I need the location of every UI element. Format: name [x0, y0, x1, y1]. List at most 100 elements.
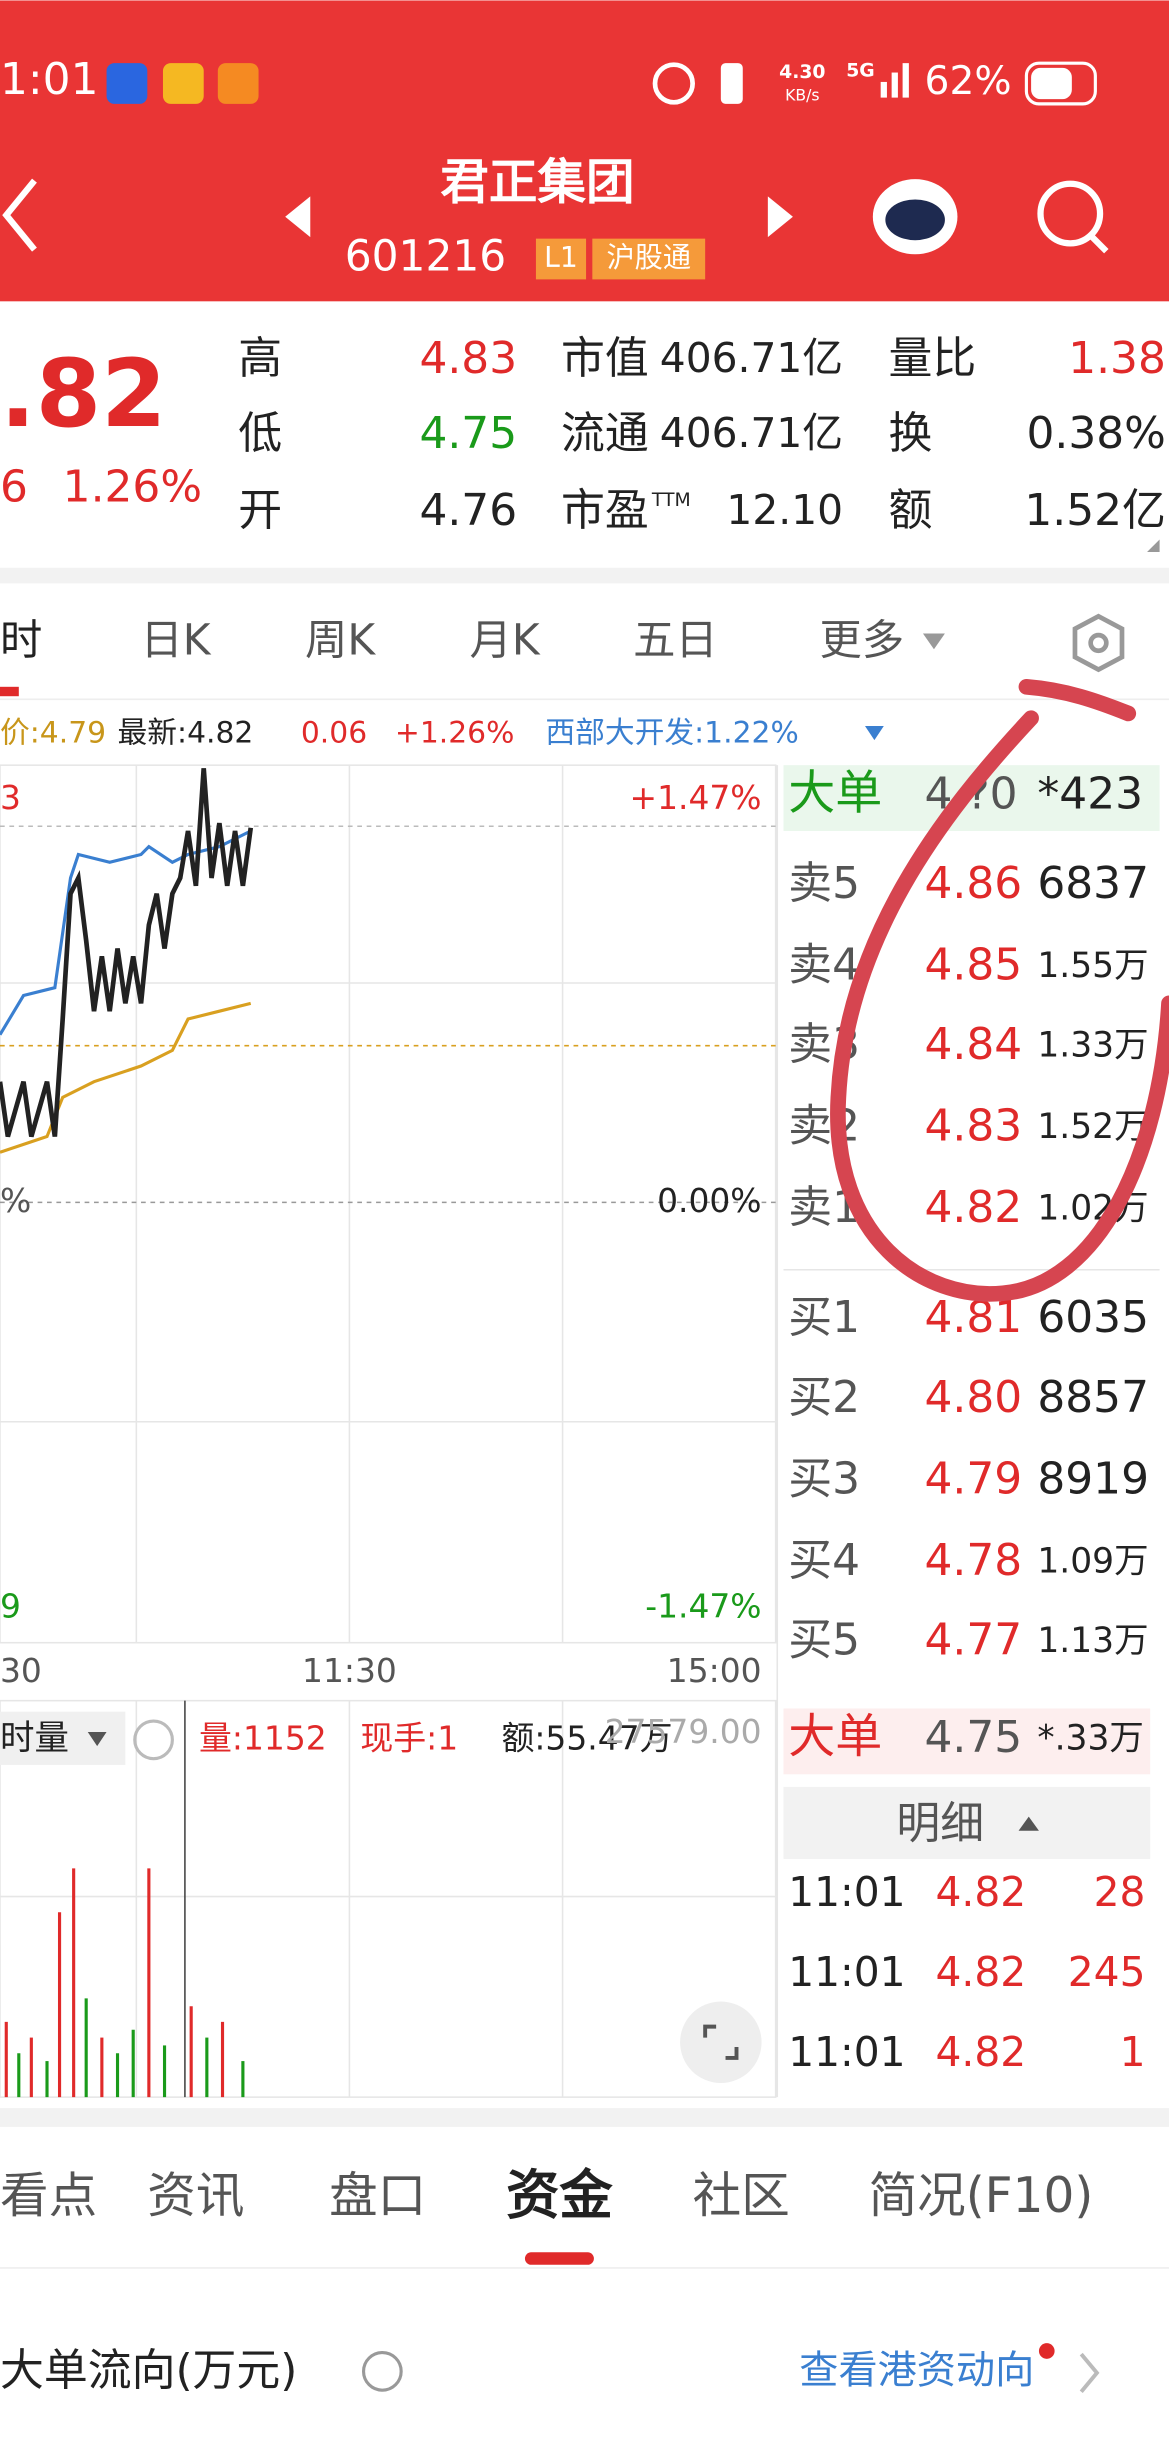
back-button[interactable] — [2, 178, 37, 252]
chart-tab[interactable]: 更多 — [820, 615, 905, 664]
trade-time: 11:01 — [788, 2028, 905, 2076]
section-link[interactable]: 查看港资动向 — [799, 2348, 1034, 2393]
chart-frame — [0, 764, 777, 1644]
x-label: 15:00 — [667, 1651, 762, 1690]
book-volume: *.33万 — [1037, 1718, 1144, 1758]
stat-label: 高 — [238, 333, 282, 384]
mode-arrow — [87, 1732, 107, 1747]
signal — [891, 72, 898, 98]
price-line — [0, 768, 254, 1138]
volume-bars — [4, 1868, 245, 2098]
stat-value: 0.38% — [1027, 408, 1166, 459]
book-price: 4.84 — [925, 1019, 1023, 1070]
book-price: 4.79 — [925, 1453, 1023, 1504]
bottom-tab[interactable]: 盘口 — [329, 2168, 426, 2224]
red-dot — [1038, 2343, 1055, 2359]
book-volume: 1.02万 — [1037, 1189, 1148, 1229]
search-icon[interactable] — [1037, 180, 1104, 247]
chart-tab[interactable]: 日K — [140, 615, 211, 664]
book-volume: 1.52万 — [1037, 1107, 1148, 1147]
stat-label: 额 — [889, 485, 933, 536]
bottom-tab[interactable]: 社区 — [693, 2168, 790, 2224]
stat-value: 4.83 — [419, 333, 517, 384]
section-title: 大单流向(万元) — [0, 2345, 297, 2396]
badge — [535, 238, 587, 280]
fullscreen-button[interactable] — [680, 2001, 762, 2084]
axis-label: +1.47% — [630, 778, 762, 817]
volume-amount: 额:55.47万 — [501, 1718, 672, 1757]
book-volume: 1.55万 — [1037, 946, 1148, 986]
chart-tab[interactable]: 月K — [470, 615, 541, 664]
stat-label: 换 — [889, 408, 933, 459]
chart-tab[interactable]: 时 — [0, 615, 42, 664]
settings-icon[interactable] — [1072, 613, 1125, 673]
trade-price: 4.82 — [936, 1868, 1027, 1916]
robot-face — [885, 199, 945, 241]
chart-tab[interactable]: 周K — [305, 615, 376, 664]
network: 5G — [846, 60, 875, 81]
chart-change: 0.06 — [301, 715, 367, 750]
book-price: 4.80 — [925, 1372, 1023, 1423]
stat-value: 1.38 — [1068, 333, 1166, 384]
book-label: 大单 — [788, 1709, 882, 1764]
axis-label: -1.47% — [645, 1587, 761, 1626]
volume-mode-bg[interactable] — [0, 1711, 126, 1765]
signal — [880, 81, 887, 98]
tab-indicator — [524, 2252, 594, 2265]
big-buy-bg — [783, 1708, 1151, 1775]
book-label: 买4 — [788, 1535, 860, 1586]
help-icon[interactable] — [133, 1719, 174, 1761]
book-price: 4.78 — [925, 1535, 1023, 1586]
book-label: 买3 — [788, 1453, 860, 1504]
stat-value: 406.71亿 — [660, 409, 843, 457]
prev-stock[interactable] — [285, 196, 311, 238]
volume-mode[interactable]: 时量 — [0, 1718, 69, 1758]
volume-hand: 现手:1 — [360, 1718, 458, 1757]
axis-label: 3 — [0, 778, 21, 817]
avg-line — [0, 1001, 252, 1154]
grid — [0, 764, 777, 2098]
x-label: 11:30 — [302, 1651, 397, 1690]
battery-text: 62% — [925, 59, 1012, 104]
book-label: 买1 — [788, 1292, 860, 1343]
change: 6 — [0, 461, 28, 512]
book-price: 4.75 — [925, 1712, 1023, 1763]
book-label: 卖4 — [788, 939, 860, 990]
settings-center — [1088, 632, 1109, 654]
battery-level — [1031, 67, 1072, 100]
volume-value: 量:1152 — [199, 1718, 327, 1757]
bottom-tab[interactable]: 看点 — [0, 2168, 97, 2224]
app-icon — [217, 63, 259, 104]
hand-drawn-circle — [1018, 678, 1137, 722]
x-label: 30 — [0, 1651, 42, 1690]
book-volume: 1.13万 — [1037, 1621, 1148, 1661]
bottom-tab[interactable]: 资金 — [506, 2165, 613, 2227]
trade-volume: 245 — [1068, 1948, 1146, 1996]
trade-volume: 28 — [1094, 1868, 1146, 1916]
book-volume: 6837 — [1037, 858, 1149, 909]
fullscreen-icon — [703, 2024, 739, 2060]
trade-price: 4.82 — [936, 1948, 1027, 1996]
stat-value: 1.52亿 — [1024, 485, 1166, 536]
book-volume: 1.09万 — [1037, 1541, 1148, 1581]
stat-label: 量比 — [889, 333, 977, 384]
chart-tabs: 时 日K 周K 月K 五日 更多 — [0, 615, 904, 664]
chart-tab[interactable]: 五日 — [633, 615, 718, 664]
book-price: 4.77 — [925, 1615, 1023, 1666]
bottom-tabs: 看点 资讯 盘口 资金 社区 简况(F10) — [0, 2165, 1093, 2227]
info-icon[interactable] — [361, 2350, 403, 2392]
book-volume: *423 — [1037, 769, 1143, 820]
expand-mark — [1147, 539, 1160, 553]
next-stock[interactable] — [767, 196, 793, 238]
book-label: 买2 — [788, 1372, 860, 1423]
hand-drawn-circle — [830, 710, 1169, 1302]
stat-label: 市值 — [561, 333, 649, 384]
chevron — [1079, 2352, 1100, 2393]
bottom-tab[interactable]: 简况(F10) — [869, 2168, 1094, 2224]
badge-text: L1 — [544, 241, 578, 274]
bottom-tab[interactable]: 资讯 — [147, 2168, 244, 2224]
stat-label: 开 — [238, 485, 282, 536]
detail-header-bg — [783, 1786, 1151, 1859]
stock-name: 君正集团 — [440, 154, 634, 210]
